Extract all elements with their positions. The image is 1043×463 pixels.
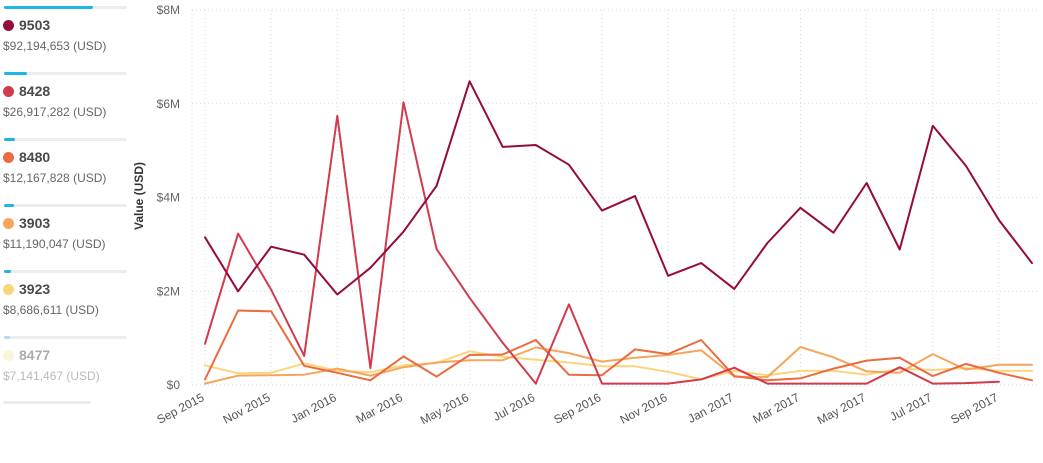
- share-bar-track: [4, 336, 127, 339]
- x-tick-label: Jan 2017: [686, 390, 736, 426]
- y-axis-label: Value (USD): [132, 162, 146, 230]
- series-color-dot: [3, 152, 14, 163]
- legend-amount: $12,167,828 (USD): [3, 171, 107, 185]
- share-bar-track: [4, 72, 127, 75]
- legend-code: 8428: [19, 83, 51, 99]
- share-bar-fill: [4, 204, 14, 207]
- y-tick-label: $4M: [157, 191, 180, 205]
- legend-code: 3923: [19, 281, 51, 297]
- legend-code: 8477: [19, 347, 51, 363]
- series-line-3923: [204, 350, 1033, 381]
- series-color-dot: [3, 350, 14, 361]
- x-tick-label: Sep 2015: [154, 390, 206, 427]
- share-bar-fill: [4, 138, 16, 141]
- legend-amount: $7,141,467 (USD): [3, 369, 100, 383]
- series-line-8428: [204, 101, 1000, 385]
- series-line-8480: [204, 309, 1033, 382]
- x-tick-label: Mar 2016: [354, 390, 406, 426]
- series-color-dot: [3, 86, 14, 97]
- chart-grid: [191, 9, 1040, 386]
- legend-amount: $8,686,611 (USD): [3, 303, 99, 317]
- legend-code: 9503: [19, 17, 51, 33]
- series-line-9503: [204, 80, 1033, 296]
- x-tick-label: May 2017: [815, 390, 868, 427]
- share-bar-track: [4, 204, 127, 207]
- legend-amount: $26,917,282 (USD): [3, 105, 107, 119]
- legend-amount: $11,190,047 (USD): [3, 237, 106, 251]
- legend-amount: $92,194,653 (USD): [3, 39, 107, 53]
- share-bar-track: [4, 6, 127, 9]
- y-tick-label: $0: [167, 378, 181, 392]
- share-bar-fill: [4, 72, 28, 75]
- y-tick-label: $6M: [157, 97, 180, 111]
- x-tick-label: Jul 2016: [491, 390, 538, 424]
- x-tick-label: Nov 2016: [618, 390, 670, 427]
- x-tick-label: Jul 2017: [888, 390, 935, 424]
- share-bar-track: [4, 270, 127, 273]
- x-tick-label: Nov 2015: [221, 390, 273, 427]
- series-color-dot: [3, 20, 14, 31]
- share-bar-track: [4, 138, 127, 141]
- x-tick-label: Mar 2017: [751, 390, 803, 426]
- x-tick-label: Sep 2017: [948, 390, 1000, 427]
- share-bar-fill: [4, 270, 12, 273]
- x-tick-label: May 2016: [418, 390, 471, 427]
- x-tick-label: Sep 2016: [551, 390, 603, 427]
- y-tick-label: $8M: [157, 3, 180, 17]
- legend-panel: 9503 $92,194,653 (USD) 8428 $26,917,282 …: [0, 0, 130, 463]
- chart-series: [204, 80, 1033, 385]
- y-tick-label: $2M: [157, 284, 180, 298]
- y-axis-ticks: $0 $2M $4M $6M $8M: [157, 3, 181, 392]
- x-tick-label: Jan 2016: [289, 390, 339, 426]
- series-color-dot: [3, 284, 14, 295]
- series-line-3903: [204, 346, 1033, 385]
- legend-footer-divider: [3, 401, 91, 404]
- share-bar-fill: [4, 6, 93, 9]
- x-axis-ticks: Sep 2015 Nov 2015 Jan 2016 Mar 2016 May 2016…: [154, 390, 1000, 427]
- legend-code: 8480: [19, 149, 51, 165]
- share-bar-fill: [4, 336, 11, 339]
- series-color-dot: [3, 218, 14, 229]
- legend-code: 3903: [19, 215, 51, 231]
